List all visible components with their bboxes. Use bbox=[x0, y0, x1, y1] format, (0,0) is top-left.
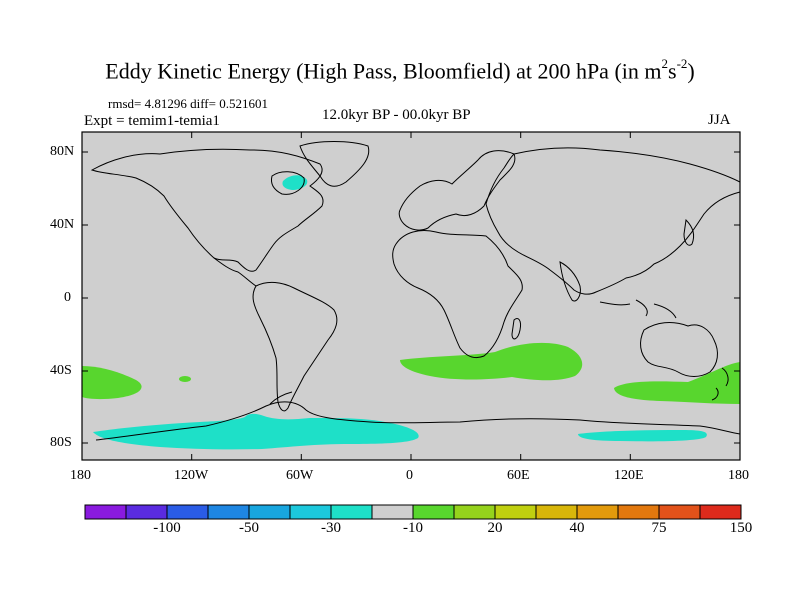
coastline-asia bbox=[485, 147, 741, 295]
lon-tick-label: 180 bbox=[728, 468, 749, 483]
colorbar-label: 40 bbox=[569, 520, 585, 536]
coastline-africa bbox=[392, 230, 523, 359]
lon-tick-label: 120W bbox=[174, 468, 209, 483]
colorbar-label: 20 bbox=[487, 520, 503, 536]
anomaly-antarctic-east bbox=[578, 430, 707, 442]
colorbar-swatch bbox=[166, 504, 209, 520]
colorbar-swatch bbox=[576, 504, 619, 520]
anomaly-antarctic-west bbox=[93, 413, 419, 450]
experiment-label: Expt = temim1-temia1 bbox=[84, 113, 220, 129]
coastline-india bbox=[559, 261, 581, 302]
colorbar-swatch bbox=[248, 504, 291, 520]
colorbar-swatch bbox=[453, 504, 496, 520]
lat-tick-label: 0 bbox=[64, 290, 71, 305]
anomaly-south-atlantic-indian bbox=[400, 342, 583, 381]
map-background bbox=[82, 132, 740, 460]
colorbar-label: 150 bbox=[729, 520, 753, 536]
coastline-north-america bbox=[90, 148, 324, 272]
plot-title: Eddy Kinetic Energy (High Pass, Bloomfie… bbox=[105, 56, 695, 84]
lat-tick-label: 80N bbox=[50, 144, 75, 159]
colorbar-label: -100 bbox=[153, 520, 181, 536]
colorbar-swatch bbox=[207, 504, 250, 520]
colorbar-label: -30 bbox=[321, 520, 341, 536]
coastline-maritime-continent bbox=[599, 299, 677, 319]
negative-anomaly-areas bbox=[93, 175, 707, 450]
lat-tick-label: 80S bbox=[50, 435, 72, 450]
lon-tick-label: 120E bbox=[614, 468, 644, 483]
colorbar-swatch bbox=[289, 504, 332, 520]
anomaly-small-patch bbox=[179, 376, 191, 382]
colorbar bbox=[84, 504, 742, 520]
anomaly-south-pacific-west bbox=[82, 366, 142, 400]
colorbar-swatch bbox=[699, 504, 742, 520]
lon-tick-label: 60E bbox=[507, 468, 530, 483]
lat-tick-label: 40N bbox=[50, 217, 75, 232]
coastline-central-america bbox=[213, 257, 257, 287]
coastline-japan bbox=[683, 218, 695, 246]
coastline-hudson-bay bbox=[271, 171, 305, 195]
anomaly-south-indian-east bbox=[614, 362, 740, 404]
coastline-greenland bbox=[299, 141, 370, 187]
lon-tick-marks bbox=[81, 132, 741, 460]
coastline-madagascar bbox=[511, 317, 521, 340]
colorbar-swatch bbox=[617, 504, 660, 520]
colorbar-swatch bbox=[494, 504, 537, 520]
coastlines bbox=[90, 141, 741, 441]
colorbar-swatch bbox=[84, 504, 127, 520]
lon-tick-label: 180 bbox=[70, 468, 91, 483]
colorbar-swatch bbox=[125, 504, 168, 520]
colorbar-swatch bbox=[371, 504, 414, 520]
lat-tick-marks bbox=[82, 151, 740, 444]
colorbar-swatch bbox=[412, 504, 455, 520]
coastline-new-zealand bbox=[711, 367, 729, 401]
season-label: JJA bbox=[708, 112, 731, 128]
coastline-europe bbox=[398, 150, 516, 231]
anomaly-hudson-bay bbox=[282, 175, 308, 190]
coastline-australia bbox=[640, 322, 718, 377]
positive-anomaly-areas bbox=[82, 342, 740, 404]
coastline-antarctica bbox=[95, 391, 741, 441]
colorbar-label: -50 bbox=[239, 520, 259, 536]
colorbar-label: -10 bbox=[403, 520, 423, 536]
statistics-label: rmsd= 4.81296 diff= 0.521601 bbox=[108, 96, 268, 111]
colorbar-swatch bbox=[330, 504, 373, 520]
colorbar-swatch bbox=[658, 504, 701, 520]
period-label: 12.0kyr BP - 00.0kyr BP bbox=[322, 107, 471, 123]
lon-tick-label: 0 bbox=[406, 468, 413, 483]
coastline-south-america bbox=[252, 281, 338, 412]
lat-tick-label: 40S bbox=[50, 363, 72, 378]
colorbar-swatch bbox=[535, 504, 578, 520]
colorbar-label: 75 bbox=[651, 520, 667, 536]
lon-tick-label: 60W bbox=[286, 468, 314, 483]
